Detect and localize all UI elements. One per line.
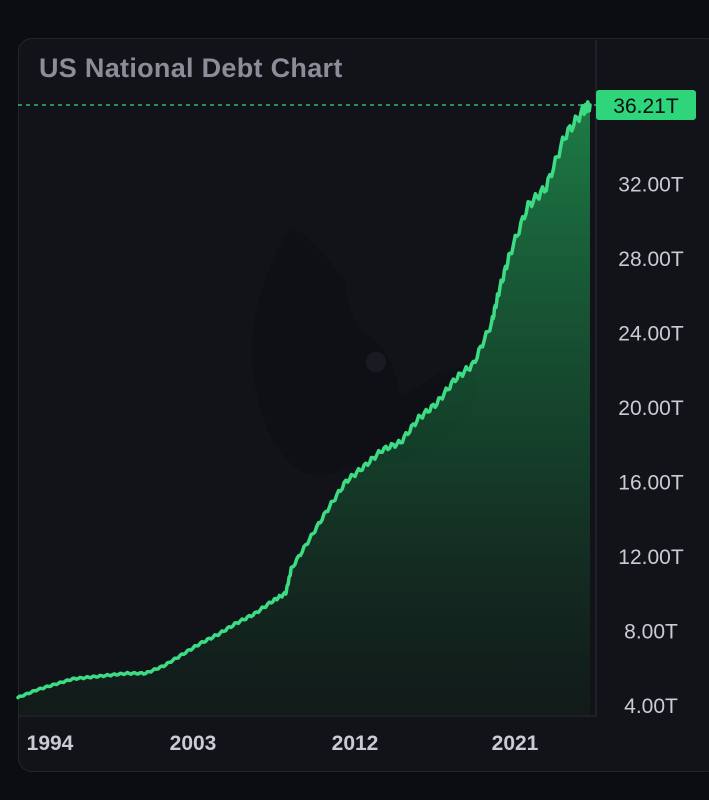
watermark-logo	[251, 228, 478, 476]
y-tick-label: 8.00T	[624, 620, 678, 643]
series-line	[16, 100, 592, 700]
area-fill	[18, 101, 590, 716]
y-tick-label: 20.00T	[618, 397, 684, 420]
current-value-label: 36.21T	[596, 90, 696, 120]
y-tick-label: 16.00T	[618, 471, 684, 494]
x-tick-label: 2012	[332, 732, 379, 755]
y-tick-label: 28.00T	[618, 248, 684, 271]
x-tick-label: 2003	[170, 732, 217, 755]
x-tick-label: 2021	[492, 732, 539, 755]
svg-text:36.21T: 36.21T	[613, 95, 679, 118]
y-tick-label: 4.00T	[624, 695, 678, 718]
y-tick-label: 32.00T	[618, 173, 684, 196]
y-tick-label: 12.00T	[618, 546, 684, 569]
chart-title: US National Debt Chart	[39, 53, 343, 83]
x-tick-label: 1994	[27, 732, 74, 755]
y-tick-label: 24.00T	[618, 322, 684, 345]
